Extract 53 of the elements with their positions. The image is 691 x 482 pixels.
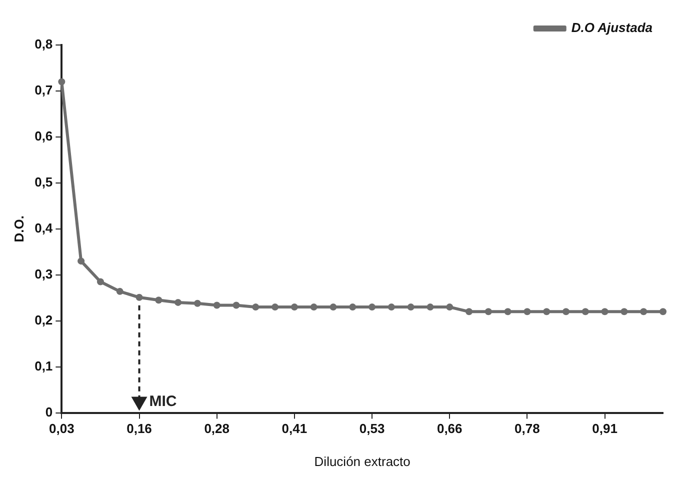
point bbox=[252, 304, 260, 311]
point bbox=[388, 304, 395, 311]
point bbox=[504, 308, 512, 316]
point bbox=[640, 308, 648, 316]
x-tick-label: 0,41 bbox=[282, 421, 308, 436]
point bbox=[407, 304, 414, 311]
point bbox=[96, 278, 104, 286]
x-axis-title: Dilución extracto bbox=[314, 454, 410, 469]
point bbox=[660, 308, 666, 316]
point bbox=[58, 78, 66, 86]
point bbox=[601, 308, 608, 316]
point bbox=[174, 298, 182, 306]
point bbox=[426, 304, 434, 311]
annotation: MIC bbox=[149, 392, 177, 410]
point bbox=[232, 302, 240, 309]
y-tick-label: 0,8 bbox=[34, 36, 53, 52]
point bbox=[78, 258, 85, 265]
point bbox=[620, 308, 628, 316]
x-tick-label: 0,16 bbox=[126, 421, 152, 436]
x-tick-label: 0,66 bbox=[436, 421, 462, 436]
point bbox=[194, 300, 201, 307]
legend-label: D.O Ajustada bbox=[571, 20, 653, 36]
x-tick-label: 0,28 bbox=[204, 421, 230, 436]
point bbox=[290, 304, 298, 311]
y-tick-label: 0,2 bbox=[34, 312, 53, 328]
point bbox=[310, 304, 318, 311]
point bbox=[582, 308, 589, 316]
y-tick-label: 0,5 bbox=[34, 174, 53, 190]
y-axis-title: D.O. bbox=[11, 216, 26, 242]
x-tick-label: 0,03 bbox=[49, 421, 74, 436]
point bbox=[213, 302, 220, 309]
y-tick-label: 0,3 bbox=[34, 266, 53, 282]
y-tick-label: 0,7 bbox=[34, 82, 53, 98]
point bbox=[272, 304, 279, 311]
point bbox=[562, 308, 570, 316]
point bbox=[330, 304, 337, 311]
point bbox=[116, 288, 124, 295]
point bbox=[466, 308, 473, 316]
point bbox=[155, 296, 162, 304]
point bbox=[446, 304, 454, 311]
x-tick-label: 0,91 bbox=[592, 421, 618, 436]
y-tick-label: 0,6 bbox=[34, 128, 53, 144]
point bbox=[543, 308, 550, 316]
point bbox=[524, 308, 531, 316]
y-tick-label: 0,1 bbox=[34, 358, 53, 374]
point bbox=[136, 294, 143, 301]
x-tick-label: 0,53 bbox=[359, 421, 385, 436]
x-tick-label: 0,78 bbox=[514, 421, 540, 436]
point bbox=[484, 308, 492, 316]
y-tick-label: 0 bbox=[45, 404, 53, 420]
point bbox=[368, 304, 376, 311]
y-tick-label: 0,4 bbox=[34, 220, 54, 236]
point bbox=[349, 304, 356, 311]
